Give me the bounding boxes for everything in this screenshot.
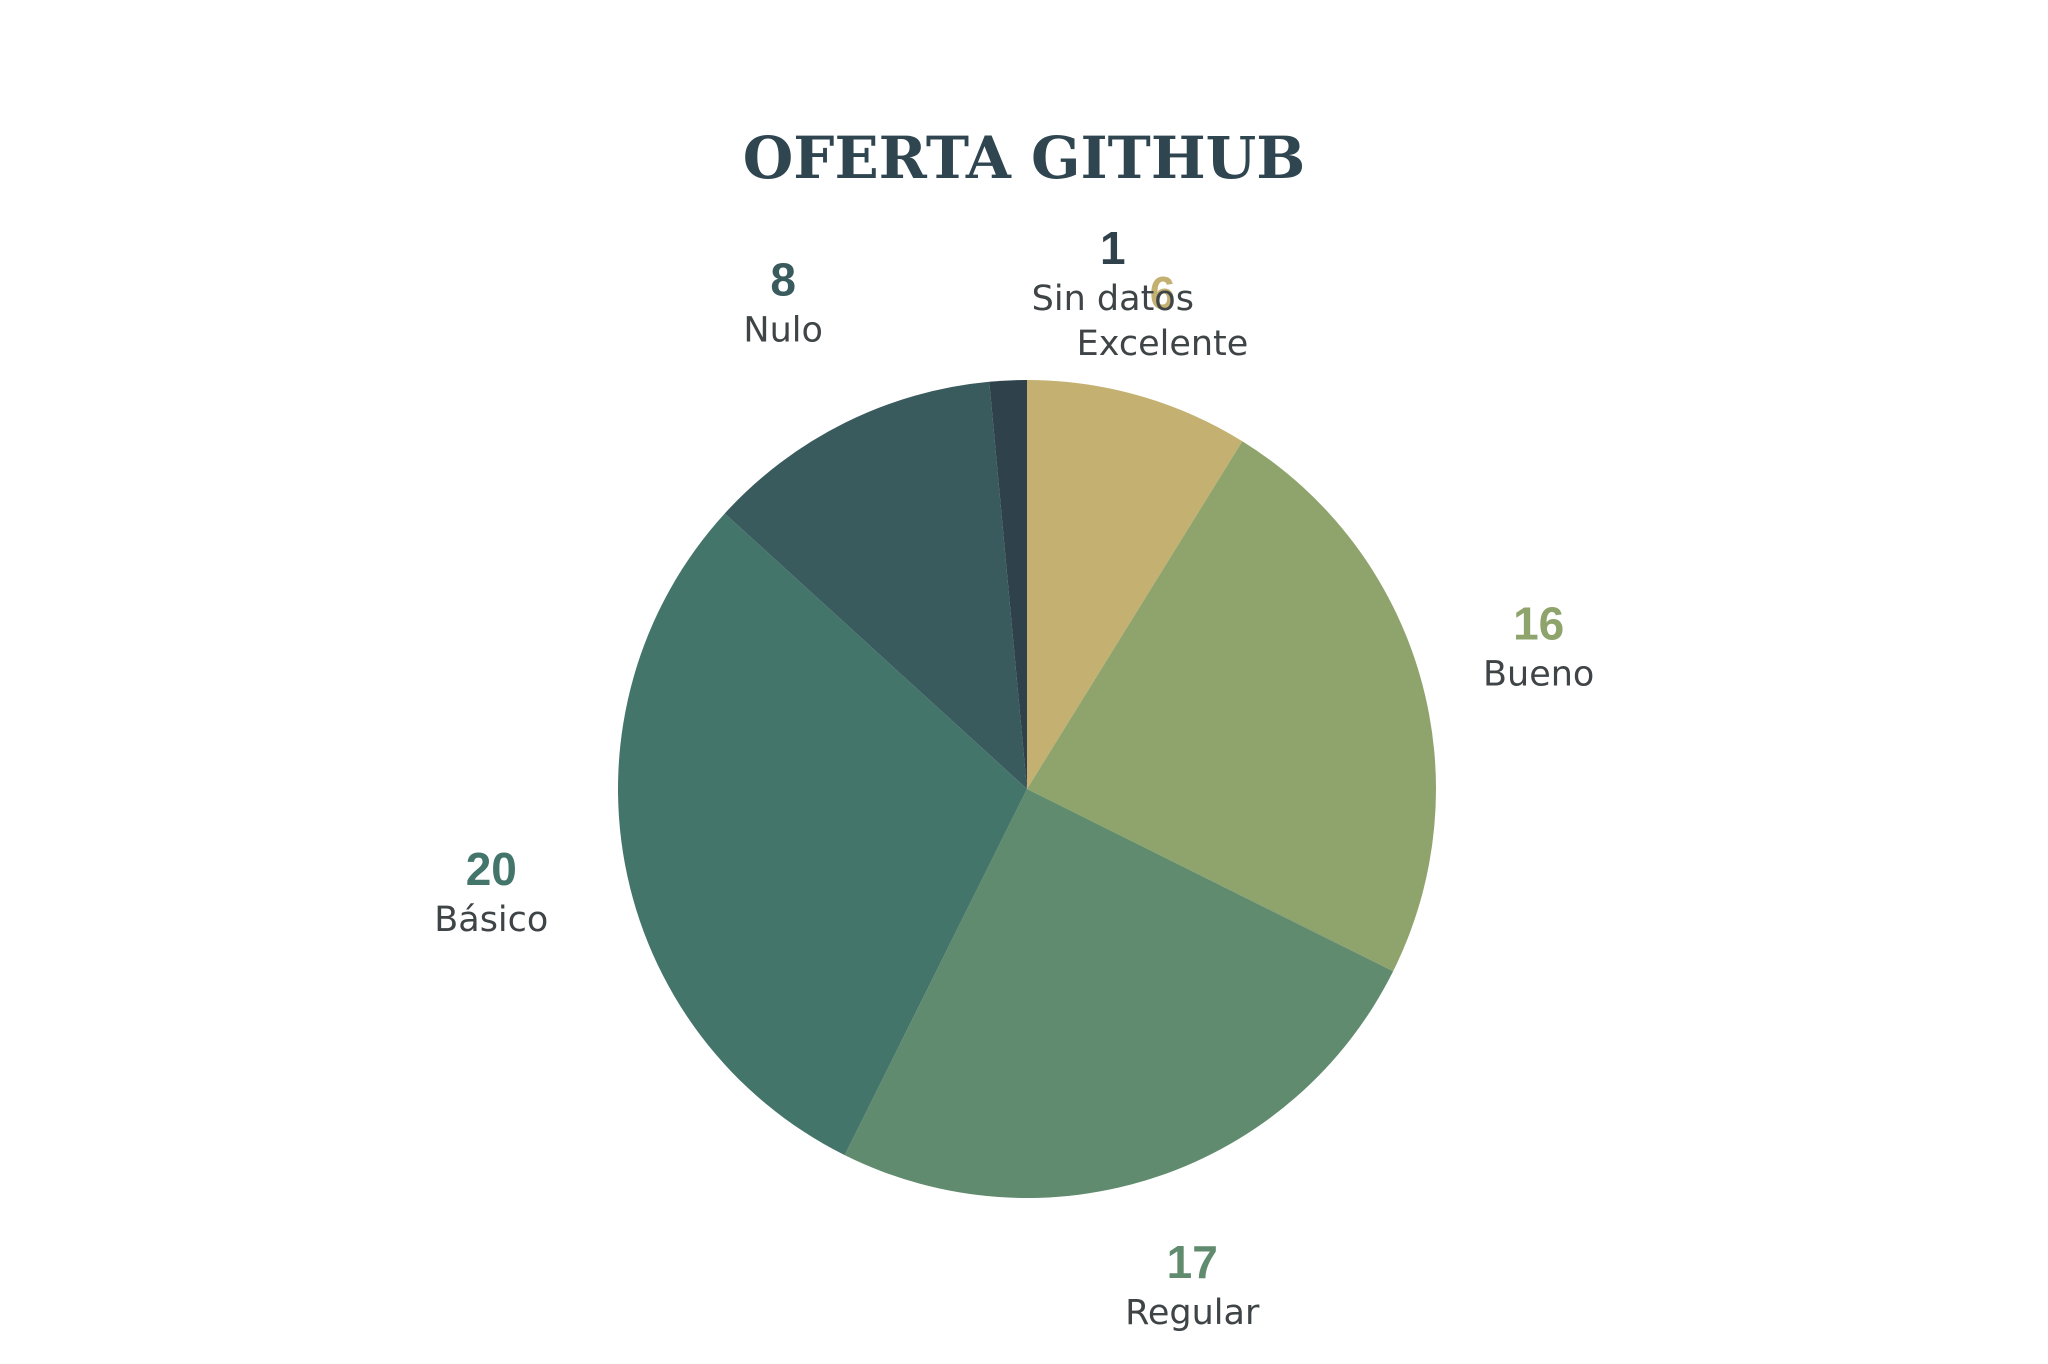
pie-slice-nulo [724, 381, 1027, 789]
pie-labels: 6 Excelente 16 Bueno 17 Regular 20 Básico 8 Nulo 1… [434, 222, 1594, 1333]
pie-slice-regular [844, 789, 1394, 1199]
pie-slice-bueno [1027, 441, 1436, 972]
slice-category-label: Nulo [743, 310, 823, 350]
slice-value-label: 16 [1513, 597, 1564, 649]
slice-category-label: Excelente [1077, 324, 1249, 364]
pie-slices [618, 380, 1436, 1199]
chart-title: OFERTA GITHUB [743, 124, 1306, 192]
slice-category-label: Sin datos [1032, 279, 1194, 319]
pie-slice-sin-datos [989, 380, 1027, 789]
slice-value-label: 1 [1100, 222, 1126, 274]
slice-category-label: Básico [434, 900, 548, 940]
slice-value-label: 8 [770, 253, 796, 305]
slice-category-label: Regular [1125, 1293, 1260, 1333]
pie-slice-b-sico [618, 513, 1027, 1156]
slice-value-label: 6 [1150, 267, 1176, 319]
pie-slice-excelente [1027, 380, 1243, 789]
slice-category-label: Bueno [1483, 654, 1594, 694]
slice-value-label: 20 [466, 843, 517, 895]
slice-value-label: 17 [1167, 1236, 1218, 1288]
